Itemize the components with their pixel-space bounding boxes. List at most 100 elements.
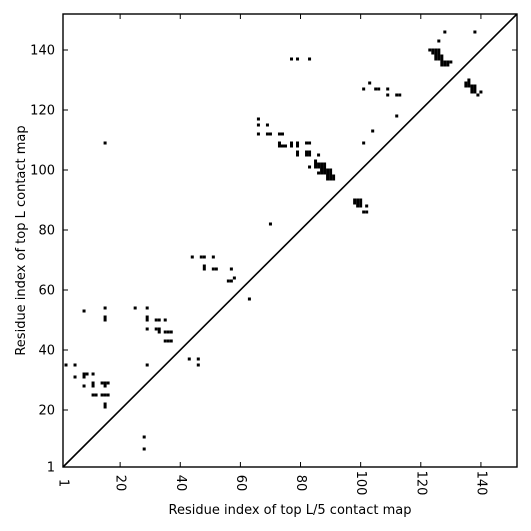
contact-point bbox=[157, 327, 161, 331]
contact-point bbox=[277, 141, 281, 145]
contact-point bbox=[133, 306, 137, 310]
contact-point bbox=[145, 315, 149, 319]
x-axis-title: Residue index of top L/5 contact map bbox=[169, 503, 412, 518]
contact-point bbox=[332, 177, 336, 181]
contact-point bbox=[103, 393, 107, 397]
contact-point bbox=[440, 63, 444, 67]
contact-point bbox=[473, 84, 477, 88]
contact-point bbox=[440, 57, 444, 61]
contact-point bbox=[443, 63, 447, 67]
contact-point bbox=[145, 318, 149, 322]
contact-point bbox=[290, 57, 294, 61]
x-tick-label: 80 bbox=[293, 475, 308, 492]
contact-point bbox=[163, 339, 167, 343]
contact-point bbox=[290, 144, 294, 148]
y-tick-label: 1 bbox=[47, 461, 55, 476]
contact-point bbox=[323, 168, 327, 172]
contact-point bbox=[440, 54, 444, 58]
contact-point bbox=[473, 90, 477, 94]
contact-point bbox=[94, 393, 98, 397]
contact-point bbox=[326, 177, 330, 181]
contact-point bbox=[434, 48, 438, 52]
contact-point bbox=[320, 165, 324, 169]
contact-point bbox=[277, 144, 281, 148]
contact-point bbox=[365, 210, 369, 214]
contact-point bbox=[320, 171, 324, 175]
contact-point bbox=[169, 330, 173, 334]
contact-point bbox=[320, 162, 324, 166]
x-tick-label: 140 bbox=[473, 471, 488, 496]
contact-point bbox=[106, 393, 110, 397]
contact-point bbox=[329, 174, 333, 178]
contact-point bbox=[446, 63, 450, 67]
contact-point bbox=[290, 141, 294, 145]
contact-point bbox=[467, 84, 471, 88]
contact-point bbox=[82, 384, 86, 388]
contact-point bbox=[296, 144, 300, 148]
y-axis-title: Residue index of top L contact map bbox=[14, 125, 29, 355]
contact-point bbox=[100, 381, 104, 385]
contact-point bbox=[437, 54, 441, 58]
contact-point bbox=[142, 447, 146, 451]
contact-point bbox=[314, 165, 318, 169]
contact-point bbox=[305, 141, 309, 145]
contact-point bbox=[268, 222, 272, 226]
contact-point bbox=[305, 153, 309, 157]
contact-point bbox=[317, 171, 321, 175]
contact-point bbox=[103, 315, 107, 319]
contact-point bbox=[326, 174, 330, 178]
contact-point bbox=[196, 357, 200, 361]
contact-point bbox=[326, 171, 330, 175]
contact-point bbox=[365, 204, 369, 208]
contact-point bbox=[103, 306, 107, 310]
contact-point bbox=[323, 165, 327, 169]
contact-point bbox=[431, 51, 435, 55]
contact-point bbox=[196, 363, 200, 367]
contact-point bbox=[437, 51, 441, 55]
contact-point bbox=[268, 132, 272, 136]
contact-point bbox=[470, 84, 474, 88]
contact-point bbox=[91, 393, 95, 397]
x-tick-label: 1 bbox=[56, 479, 71, 487]
contact-point bbox=[362, 141, 366, 145]
contact-point bbox=[280, 132, 284, 136]
contact-point bbox=[473, 30, 477, 34]
contact-point bbox=[214, 267, 218, 271]
contact-point bbox=[440, 60, 444, 64]
contact-point bbox=[190, 255, 194, 259]
contact-point bbox=[103, 318, 107, 322]
x-tick-label: 120 bbox=[413, 471, 428, 496]
x-tick-label: 60 bbox=[233, 475, 248, 492]
contact-point bbox=[323, 162, 327, 166]
contact-point bbox=[226, 279, 230, 283]
contact-point bbox=[467, 78, 471, 82]
y-tick-label: 120 bbox=[30, 104, 55, 119]
y-tick-label: 20 bbox=[38, 404, 55, 419]
contact-point bbox=[473, 87, 477, 91]
contact-point bbox=[91, 381, 95, 385]
contact-point bbox=[308, 153, 312, 157]
contact-point bbox=[314, 162, 318, 166]
contact-point bbox=[386, 87, 390, 91]
contact-point bbox=[443, 60, 447, 64]
contact-point bbox=[476, 93, 480, 97]
contact-point bbox=[323, 171, 327, 175]
contact-point bbox=[296, 153, 300, 157]
contact-point bbox=[163, 318, 167, 322]
contact-point bbox=[395, 93, 399, 97]
contact-point bbox=[434, 51, 438, 55]
y-tick-label: 100 bbox=[30, 164, 55, 179]
contact-point bbox=[353, 201, 357, 205]
contact-point bbox=[154, 318, 158, 322]
contact-point bbox=[308, 165, 312, 169]
contact-point bbox=[362, 87, 366, 91]
contact-point bbox=[395, 114, 399, 118]
contact-point bbox=[163, 330, 167, 334]
contact-point bbox=[356, 201, 360, 205]
contact-point bbox=[247, 297, 251, 301]
contact-point bbox=[187, 357, 191, 361]
contact-point bbox=[103, 402, 107, 406]
contact-point bbox=[199, 255, 203, 259]
contact-point bbox=[296, 141, 300, 145]
